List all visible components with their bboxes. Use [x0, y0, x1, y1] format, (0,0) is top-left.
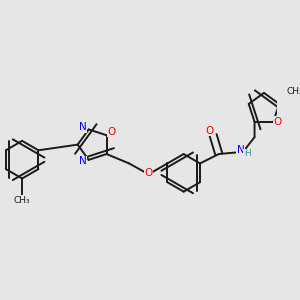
Text: N: N: [79, 156, 86, 166]
Text: CH₃: CH₃: [14, 196, 30, 205]
Text: O: O: [206, 126, 214, 136]
Text: O: O: [107, 127, 116, 137]
Text: N: N: [237, 146, 245, 155]
Text: O: O: [145, 168, 153, 178]
Text: N: N: [79, 122, 86, 132]
Text: O: O: [273, 117, 282, 127]
Text: CH₃: CH₃: [286, 87, 300, 96]
Text: H: H: [244, 149, 250, 158]
